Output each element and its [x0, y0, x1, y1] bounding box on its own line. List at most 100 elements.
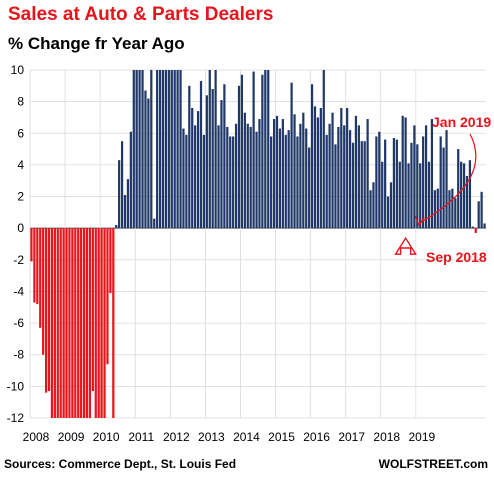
chart-subtitle: % Change fr Year Ago — [8, 34, 185, 53]
y-tick-label: -12 — [7, 411, 25, 425]
bar — [319, 107, 322, 229]
jan-2019-arrow — [419, 133, 477, 224]
bar — [328, 123, 331, 229]
bar — [392, 138, 396, 229]
bar — [416, 144, 419, 229]
bar — [410, 142, 413, 229]
bar — [351, 142, 355, 229]
bar — [220, 100, 223, 229]
bar — [278, 128, 282, 229]
bar — [170, 70, 173, 229]
bar — [141, 70, 144, 229]
bar — [118, 160, 121, 229]
y-tick-label: 4 — [17, 158, 24, 172]
bar — [483, 223, 486, 229]
y-tick-label: -8 — [13, 348, 24, 362]
bar — [258, 119, 261, 229]
bar — [135, 70, 138, 229]
bar — [430, 119, 434, 229]
x-tick-label: 2016 — [303, 430, 330, 444]
bar — [199, 81, 203, 229]
bar — [395, 139, 398, 229]
bar — [97, 228, 100, 418]
bar — [401, 115, 404, 229]
bar — [74, 228, 77, 418]
bar — [322, 70, 325, 229]
bar — [293, 114, 296, 229]
bar — [354, 115, 358, 229]
bar — [68, 228, 71, 418]
bar — [246, 123, 249, 229]
bar — [302, 112, 305, 229]
x-tick-label: 2008 — [23, 430, 50, 444]
bar — [462, 163, 466, 229]
bar — [126, 179, 130, 229]
bar — [281, 119, 284, 229]
bar — [436, 188, 439, 229]
bar — [407, 163, 410, 229]
bar — [451, 188, 454, 229]
bar — [234, 123, 238, 229]
bar — [173, 70, 176, 229]
bar — [179, 70, 182, 229]
bar — [77, 228, 80, 418]
bar — [47, 228, 51, 392]
bar — [88, 228, 92, 418]
bar — [343, 125, 346, 229]
bar — [468, 160, 472, 229]
bar — [427, 161, 431, 229]
bar — [123, 194, 127, 229]
y-tick-label: 10 — [11, 63, 25, 77]
y-axis-ticks: 10 8 6 4 2 0 -2 -4 -6 -8 -10 -12 — [7, 63, 25, 425]
bar — [91, 228, 94, 392]
bar — [316, 117, 320, 229]
bar — [237, 85, 241, 229]
bar — [156, 70, 159, 229]
bar — [331, 112, 334, 229]
bar — [59, 228, 62, 418]
bar — [290, 82, 293, 229]
bar — [308, 147, 311, 229]
bar — [103, 228, 106, 418]
bar — [240, 74, 244, 229]
bar — [378, 131, 381, 229]
source-note: Sources: Commerce Dept., St. Louis Fed — [4, 457, 237, 471]
bar — [132, 70, 135, 229]
bar — [112, 228, 115, 418]
bar — [53, 228, 56, 418]
bar-series — [30, 70, 486, 418]
bar — [433, 190, 436, 229]
bar — [182, 128, 185, 229]
bar — [357, 125, 360, 229]
jan-2019-arrowhead — [414, 215, 425, 227]
bar — [305, 128, 308, 229]
y-tick-label: -6 — [13, 316, 24, 330]
bar — [272, 119, 276, 229]
bar — [372, 182, 375, 229]
bar — [36, 228, 39, 305]
y-tick-label: -2 — [13, 253, 24, 267]
bar — [249, 126, 252, 229]
y-tick-label: 6 — [17, 126, 24, 140]
bar — [284, 134, 287, 229]
bar — [185, 134, 188, 229]
bar — [442, 147, 445, 229]
bar — [164, 70, 168, 229]
annotations: Jan 2019 Sep 2018 — [394, 114, 491, 265]
x-tick-label: 2012 — [163, 430, 190, 444]
bar — [33, 228, 36, 303]
bar — [65, 228, 68, 418]
annotation-jan-2019: Jan 2019 — [432, 114, 491, 130]
bar — [264, 70, 267, 229]
bar — [94, 228, 97, 418]
bar — [340, 107, 343, 229]
annotation-sep-2018: Sep 2018 — [426, 249, 487, 265]
chart-title: Sales at Auto & Parts Dealers — [8, 4, 274, 25]
sep-2018-arrow — [394, 236, 417, 255]
bar — [471, 226, 474, 229]
bar — [85, 228, 89, 418]
bar — [404, 117, 407, 229]
bar — [208, 70, 211, 229]
bar — [386, 196, 390, 229]
y-tick-label: -10 — [7, 379, 25, 393]
